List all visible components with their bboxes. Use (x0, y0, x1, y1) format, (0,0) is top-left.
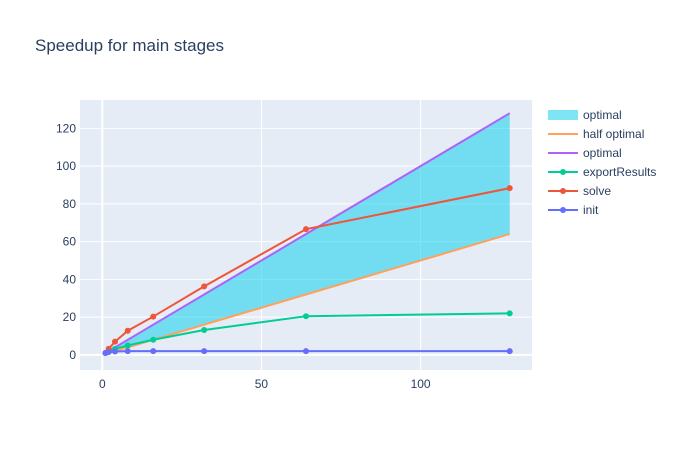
legend-item[interactable]: exportResults (548, 165, 656, 179)
data-point-solve[interactable] (507, 185, 513, 191)
y-tick-label: 0 (69, 348, 76, 362)
data-point-solve[interactable] (201, 283, 207, 289)
chart-title: Speedup for main stages (35, 36, 224, 55)
legend-marker (560, 207, 566, 213)
legend-marker (560, 188, 566, 194)
data-point-exportresults[interactable] (507, 310, 513, 316)
data-point-init[interactable] (507, 348, 513, 354)
x-axis-ticks: 0 50 100 (99, 377, 431, 391)
y-tick-label: 20 (63, 310, 77, 324)
x-tick-label: 50 (255, 377, 269, 391)
legend-label: solve (583, 184, 611, 198)
legend-label: half optimal (583, 127, 644, 141)
y-tick-label: 60 (63, 235, 77, 249)
y-tick-label: 100 (56, 159, 76, 173)
data-point-init[interactable] (125, 348, 131, 354)
data-point-init[interactable] (303, 348, 309, 354)
legend-item[interactable]: half optimal (548, 127, 644, 141)
y-tick-label: 80 (63, 197, 77, 211)
data-point-init[interactable] (106, 349, 112, 355)
legend-label: init (583, 203, 599, 217)
legend-item[interactable]: init (548, 203, 599, 217)
legend-marker (560, 169, 566, 175)
data-point-exportresults[interactable] (201, 327, 207, 333)
legend-label: optimal (583, 108, 622, 122)
y-tick-label: 120 (56, 121, 76, 135)
x-tick-label: 0 (99, 377, 106, 391)
data-point-init[interactable] (112, 348, 118, 354)
data-point-init[interactable] (150, 348, 156, 354)
legend-item[interactable]: solve (548, 184, 611, 198)
legend-item[interactable]: optimal (548, 146, 622, 160)
data-point-solve[interactable] (125, 328, 131, 334)
data-point-exportresults[interactable] (125, 342, 131, 348)
legend-item[interactable]: optimal (548, 108, 622, 122)
y-axis-ticks: 0 20 40 60 80 100 120 (56, 121, 76, 362)
data-point-init[interactable] (201, 348, 207, 354)
y-tick-label: 40 (63, 272, 77, 286)
x-tick-label: 100 (411, 377, 431, 391)
legend-label: exportResults (583, 165, 656, 179)
data-point-exportresults[interactable] (150, 337, 156, 343)
data-point-solve[interactable] (303, 226, 309, 232)
legend-label: optimal (583, 146, 622, 160)
legend-swatch (548, 110, 578, 120)
data-point-solve[interactable] (112, 339, 118, 345)
data-point-solve[interactable] (150, 314, 156, 320)
data-point-exportresults[interactable] (303, 313, 309, 319)
legend[interactable]: optimal half optimal optimal exportResults s… (548, 108, 656, 217)
